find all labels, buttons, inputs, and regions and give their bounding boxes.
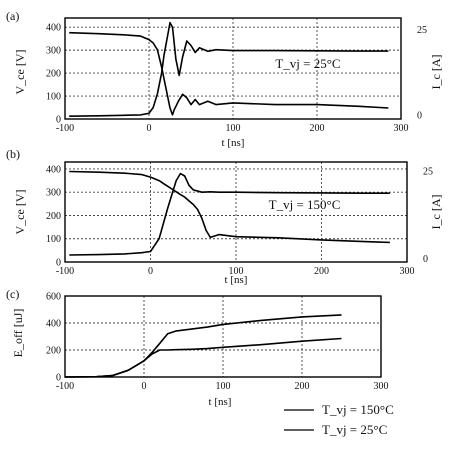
y-tick-label: 400 xyxy=(46,164,61,175)
series-line-0 xyxy=(64,314,342,378)
y2-axis-label-b: I_c [A] xyxy=(429,195,443,230)
panel-label-c: (c) xyxy=(6,287,19,301)
y-tick-label: 200 xyxy=(46,69,61,80)
x-tick-label: 0 xyxy=(148,266,153,277)
series-line-0 xyxy=(69,170,390,244)
panel-label-a: (a) xyxy=(6,9,19,23)
x-tick-label: 200 xyxy=(314,266,329,277)
series-b xyxy=(69,170,390,256)
y-tick-label: 300 xyxy=(46,46,61,57)
x-tick-label: 0 xyxy=(147,123,152,134)
y-axis-label-c: E_off [uJ] xyxy=(11,309,25,358)
y2-ticks-a: 0 25 xyxy=(417,25,427,122)
x-tick-label: -100 xyxy=(56,381,74,392)
y-tick-label: 200 xyxy=(46,211,61,222)
y-tick-label: 0 xyxy=(56,258,61,269)
x-tick-label: 100 xyxy=(216,381,231,392)
y-ticks-a: 0 100 200 300 400 xyxy=(46,23,61,126)
y-ticks-c: 0 200 400 600 xyxy=(46,292,61,384)
series-line-1 xyxy=(69,172,390,256)
x-ticks-a: -100 0 100 200 300 xyxy=(56,123,409,134)
grid-a xyxy=(65,18,401,119)
y2-tick-label: 0 xyxy=(423,254,428,265)
y2-axis-label-a: I_c [A] xyxy=(429,55,443,90)
y-tick-label: 400 xyxy=(46,23,61,34)
y-tick-label: 100 xyxy=(46,234,61,245)
plot-frame-c xyxy=(64,295,382,378)
x-tick-label: 300 xyxy=(400,266,415,277)
y-axis-label-a: V_ce [V] xyxy=(13,50,27,95)
y-axis-label-b: V_ce [V] xyxy=(13,190,27,235)
x-ticks-b: -100 0 100 200 300 xyxy=(56,266,415,277)
x-tick-label: 100 xyxy=(229,266,244,277)
series-line-1 xyxy=(69,21,389,117)
annotation-b: T_vj = 150°C xyxy=(269,197,341,212)
panel-label-b: (b) xyxy=(6,147,20,161)
y2-tick-label: 25 xyxy=(417,25,427,36)
series-line-0 xyxy=(69,31,389,116)
x-axis-label-a: t [ns] xyxy=(222,137,245,149)
y-tick-label: 0 xyxy=(56,115,61,126)
y2-tick-label: 0 xyxy=(417,110,422,121)
x-tick-label: 200 xyxy=(295,381,310,392)
x-tick-label: 300 xyxy=(374,381,389,392)
y-tick-label: 300 xyxy=(46,188,61,199)
y-ticks-b: 0 100 200 300 400 xyxy=(46,164,61,268)
y-tick-label: 400 xyxy=(46,319,61,330)
x-tick-label: 200 xyxy=(310,123,325,134)
grid-b xyxy=(65,162,407,262)
x-axis-label-c: t [ns] xyxy=(209,396,232,408)
y-tick-label: 100 xyxy=(46,92,61,103)
y2-tick-label: 25 xyxy=(423,166,433,177)
series-a xyxy=(69,21,389,117)
y-tick-label: 0 xyxy=(56,373,61,384)
legend-label-150: T_vj = 150°C xyxy=(322,402,394,417)
y-tick-label: 200 xyxy=(46,346,61,357)
x-tick-label: 300 xyxy=(394,123,409,134)
y2-ticks-b: 0 25 xyxy=(423,166,433,265)
x-tick-label: -100 xyxy=(56,266,74,277)
annotation-a: T_vj = 25°C xyxy=(275,56,340,71)
x-tick-label: -100 xyxy=(56,123,74,134)
y-tick-label: 600 xyxy=(46,292,61,303)
x-axis-label-b: t [ns] xyxy=(225,274,248,286)
x-tick-label: 100 xyxy=(226,123,241,134)
plot-frame-b xyxy=(64,161,408,263)
plot-frame-a xyxy=(64,17,402,120)
x-tick-label: 0 xyxy=(142,381,147,392)
x-ticks-c: -100 0 100 200 300 xyxy=(56,381,389,392)
legend-label-25: T_vj = 25°C xyxy=(322,422,387,437)
series-c xyxy=(64,314,342,378)
grid-c xyxy=(65,296,381,377)
series-line-1 xyxy=(64,337,342,378)
legend-c: T_vj = 150°C T_vj = 25°C xyxy=(284,402,394,437)
